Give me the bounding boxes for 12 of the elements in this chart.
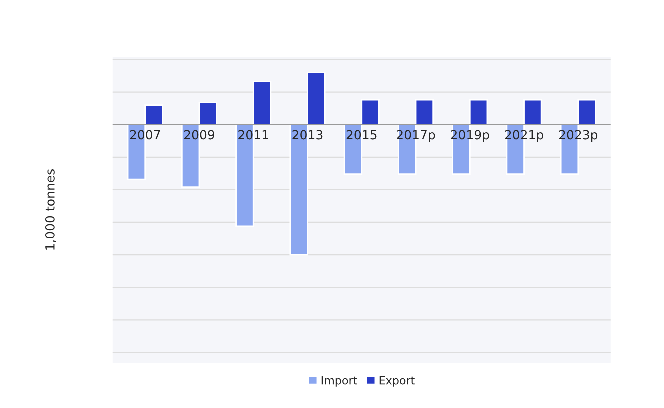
x-tick-label: 2019p [451, 130, 490, 142]
x-tick-label: 2009 [184, 130, 215, 140]
x-tick-label: 2013 [292, 130, 323, 140]
x-tick-label: 2017p [397, 130, 436, 142]
x-tick-label: 2023p [559, 130, 598, 142]
legend-label: Export [380, 376, 415, 387]
x-tick-label: 2007 [130, 130, 160, 140]
x-tick-label: 2021p [505, 130, 544, 142]
x-tick-label: 2011 [238, 130, 268, 140]
y-axis-title: 1,000 tonnes [45, 170, 56, 250]
x-tick-label: 2015 [346, 130, 377, 140]
legend-label: Import [322, 376, 358, 387]
